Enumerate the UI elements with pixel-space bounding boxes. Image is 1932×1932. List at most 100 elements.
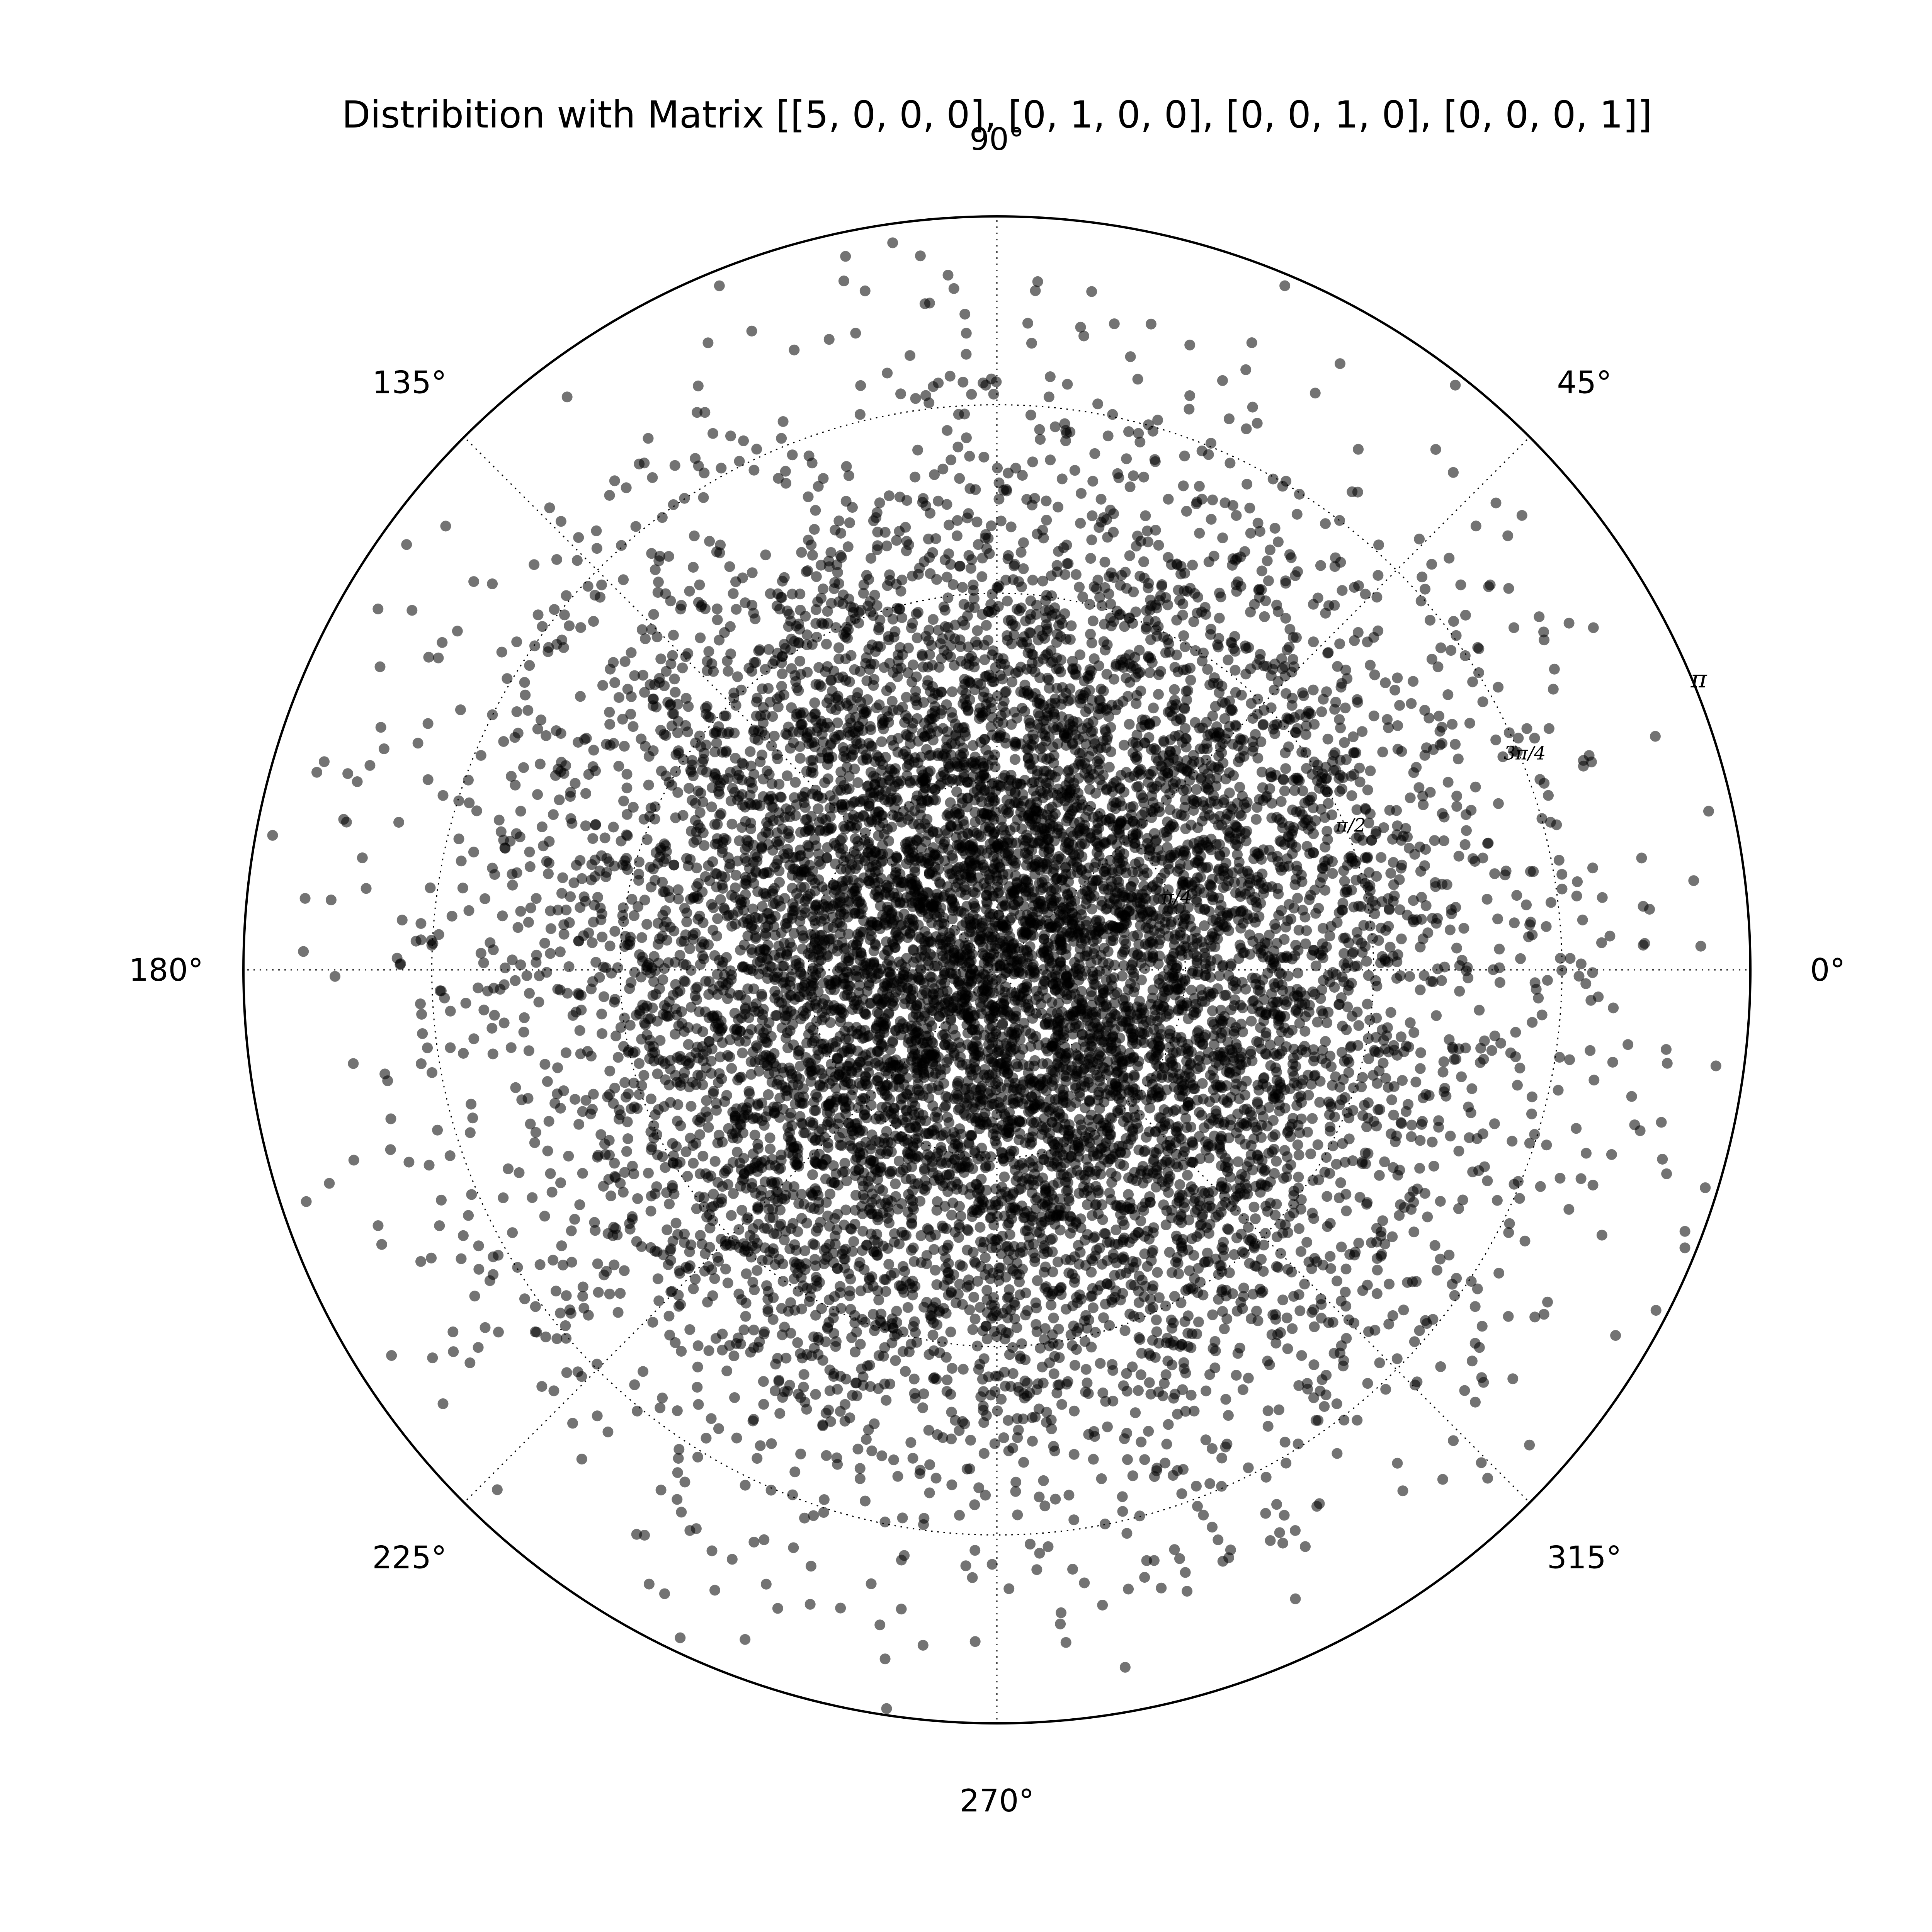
scatter-point	[809, 524, 820, 535]
scatter-point	[467, 1112, 478, 1124]
scatter-point	[1194, 481, 1205, 492]
scatter-point	[1383, 722, 1394, 733]
scatter-point	[1020, 1287, 1031, 1299]
scatter-point	[348, 1058, 359, 1069]
scatter-point	[415, 1256, 426, 1267]
scatter-point	[1323, 970, 1334, 981]
scatter-point	[972, 625, 983, 636]
scatter-point	[1153, 689, 1164, 700]
scatter-point	[821, 638, 832, 650]
scatter-point	[703, 646, 714, 657]
scatter-point	[425, 882, 436, 893]
scatter-point	[730, 870, 742, 881]
scatter-point	[1018, 537, 1029, 548]
scatter-point	[809, 697, 820, 708]
scatter-point	[1587, 967, 1598, 978]
scatter-point	[676, 1346, 687, 1357]
scatter-point	[573, 532, 584, 543]
scatter-point	[568, 877, 580, 888]
scatter-point	[617, 1187, 629, 1198]
scatter-point	[818, 583, 829, 595]
scatter-point	[692, 1361, 703, 1372]
scatter-point	[555, 1177, 566, 1189]
scatter-point	[1416, 892, 1427, 903]
scatter-point	[1337, 585, 1348, 596]
scatter-point	[1087, 510, 1098, 521]
scatter-point	[645, 1094, 656, 1105]
scatter-point	[1451, 801, 1463, 812]
scatter-point	[1503, 727, 1515, 738]
scatter-point	[1139, 1454, 1150, 1465]
scatter-point	[561, 391, 573, 403]
scatter-point	[1538, 1309, 1549, 1320]
scatter-point	[1348, 1082, 1359, 1094]
scatter-point	[699, 407, 711, 418]
scatter-point	[626, 894, 638, 905]
scatter-point	[708, 1189, 719, 1200]
scatter-point	[1430, 444, 1441, 455]
scatter-point	[1011, 1322, 1022, 1333]
scatter-point	[376, 1239, 387, 1250]
scatter-point	[556, 888, 567, 899]
scatter-point	[423, 651, 434, 663]
scatter-point	[1207, 1005, 1218, 1016]
scatter-point	[1123, 1583, 1134, 1595]
scatter-point	[571, 555, 583, 566]
scatter-point	[1422, 1211, 1433, 1223]
scatter-point	[1545, 897, 1556, 908]
scatter-point	[1198, 1510, 1209, 1520]
scatter-point	[969, 1499, 980, 1510]
scatter-point	[1688, 875, 1699, 886]
scatter-point	[348, 1155, 359, 1166]
scatter-point	[793, 685, 804, 696]
scatter-point	[670, 766, 681, 777]
scatter-point	[1054, 1225, 1066, 1236]
scatter-point	[1079, 1577, 1090, 1588]
scatter-point	[704, 536, 715, 547]
scatter-point	[1009, 1146, 1020, 1157]
scatter-point	[1290, 1525, 1301, 1536]
scatter-point	[901, 536, 912, 547]
scatter-point	[1296, 1350, 1307, 1361]
scatter-point	[772, 1603, 783, 1614]
scatter-point	[574, 1025, 585, 1036]
scatter-point	[464, 1127, 476, 1138]
scatter-point	[1123, 426, 1134, 437]
scatter-point	[1102, 430, 1114, 442]
scatter-point	[1117, 1506, 1128, 1517]
scatter-point	[1376, 852, 1387, 863]
scatter-point	[557, 872, 568, 883]
scatter-point	[1088, 1454, 1099, 1465]
scatter-point	[976, 571, 988, 582]
scatter-point	[654, 677, 665, 688]
scatter-point	[978, 452, 990, 463]
scatter-point	[422, 774, 434, 785]
scatter-point	[1276, 796, 1287, 807]
scatter-point	[493, 1327, 504, 1338]
scatter-point	[1252, 517, 1264, 529]
scatter-point	[910, 471, 920, 483]
scatter-point	[1398, 1304, 1409, 1316]
scatter-point	[1536, 1009, 1548, 1020]
scatter-point	[372, 604, 384, 614]
scatter-point	[1492, 1195, 1503, 1206]
scatter-point	[1032, 1275, 1043, 1286]
scatter-point	[1521, 723, 1532, 734]
scatter-point	[1119, 1662, 1131, 1673]
scatter-point	[818, 1494, 830, 1505]
scatter-point	[1143, 1426, 1154, 1437]
scatter-point	[1056, 1399, 1067, 1410]
scatter-point	[1524, 1439, 1535, 1451]
scatter-point	[592, 1258, 603, 1269]
scatter-point	[1572, 876, 1583, 887]
scatter-point	[1309, 1321, 1320, 1332]
scatter-point	[1153, 621, 1164, 632]
scatter-point	[895, 585, 906, 597]
scatter-point	[636, 1241, 647, 1252]
scatter-point	[1034, 1548, 1045, 1559]
scatter-point	[652, 587, 663, 598]
scatter-point	[1090, 1181, 1102, 1192]
scatter-point	[905, 1338, 917, 1350]
scatter-point	[988, 389, 999, 400]
